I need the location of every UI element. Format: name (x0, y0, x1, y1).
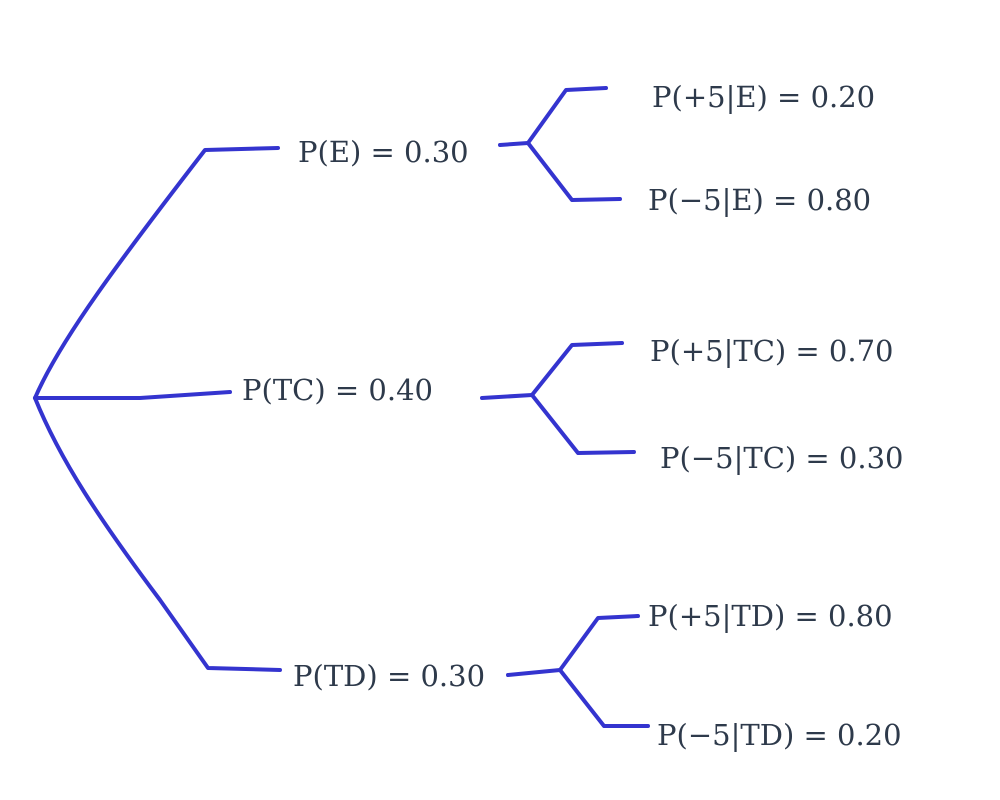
branch-minus5-given-tc (530, 393, 636, 455)
label-p-tc: P(TC) = 0.40 (242, 373, 433, 407)
branch-plus5-given-td (558, 614, 640, 672)
branch-e-stem (498, 141, 530, 147)
branch-tc (33, 390, 232, 400)
branch-tc-stem (480, 393, 534, 400)
branch-e (33, 146, 280, 400)
label-p-minus5-given-tc: P(−5|TC) = 0.30 (660, 441, 904, 475)
branch-plus5-given-tc (530, 341, 624, 397)
branch-minus5-given-e (526, 141, 622, 202)
branch-td (33, 396, 282, 672)
branch-minus5-given-td (558, 668, 650, 728)
label-p-td: P(TD) = 0.30 (293, 659, 485, 693)
label-p-plus5-given-e: P(+5|E) = 0.20 (652, 80, 875, 114)
sub-branches-e (498, 86, 622, 202)
label-p-minus5-given-e: P(−5|E) = 0.80 (648, 183, 871, 217)
branch-td-stem (506, 668, 562, 677)
sub-branches-td (506, 614, 650, 728)
root-branches (33, 146, 282, 672)
sub-branches-tc (480, 341, 636, 455)
label-p-plus5-given-tc: P(+5|TC) = 0.70 (650, 334, 894, 368)
label-p-plus5-given-td: P(+5|TD) = 0.80 (648, 599, 893, 633)
branch-plus5-given-e (526, 86, 608, 145)
label-p-e: P(E) = 0.30 (298, 135, 469, 169)
label-p-minus5-given-td: P(−5|TD) = 0.20 (657, 718, 902, 752)
